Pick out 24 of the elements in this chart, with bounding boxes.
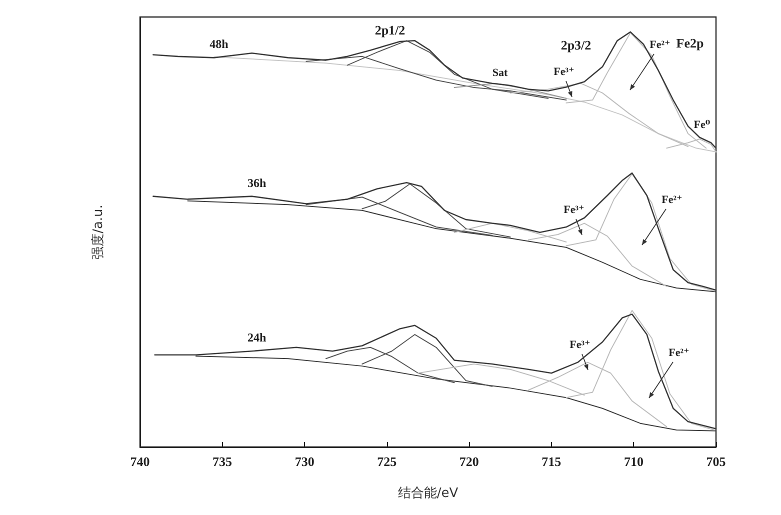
x-tick-label: 710 bbox=[624, 454, 644, 469]
annotation: Fe2p bbox=[676, 36, 704, 50]
annotation: Fe³⁺ bbox=[554, 66, 575, 78]
series-label: 36h bbox=[248, 176, 266, 190]
annotation: Fe²⁺ bbox=[650, 39, 671, 51]
x-tick-label: 720 bbox=[459, 454, 479, 469]
annotation: Fe³⁺ bbox=[564, 204, 585, 216]
series-label: 24h bbox=[248, 330, 266, 345]
annotation: Fe²⁺ bbox=[662, 194, 683, 206]
y-axis-title: 强度/a.u. bbox=[90, 204, 106, 260]
x-tick-label: 715 bbox=[542, 454, 562, 469]
x-tick-label: 735 bbox=[212, 454, 233, 469]
annotation: Fe⁰ bbox=[694, 119, 710, 131]
x-tick-label: 705 bbox=[706, 454, 726, 469]
annotation: Fe²⁺ bbox=[668, 347, 690, 359]
annotation: Sat bbox=[492, 67, 508, 79]
annotation: 2p3/2 bbox=[560, 38, 592, 52]
annotation: 2p1/2 bbox=[374, 22, 406, 38]
x-tick-label: 730 bbox=[294, 454, 314, 469]
x-tick-label: 725 bbox=[377, 454, 398, 469]
x-tick-label: 740 bbox=[130, 454, 150, 469]
annotation: Fe³⁺ bbox=[570, 339, 591, 351]
x-axis-title: 结合能/eV bbox=[398, 486, 458, 501]
series-label: 48h bbox=[210, 37, 229, 52]
